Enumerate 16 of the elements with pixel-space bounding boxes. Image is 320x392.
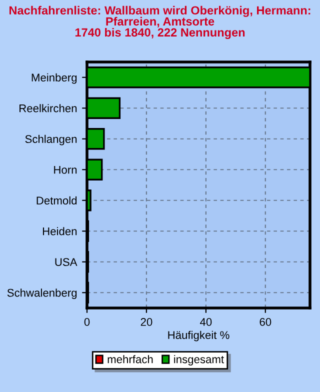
x-axis-title: Häufigkeit % (168, 330, 230, 342)
y-tick-label: Reelkirchen (20, 104, 77, 112)
y-tick-label: Schwalenberg (7, 288, 77, 299)
legend-label: mehrfach (108, 355, 153, 364)
y-tick-label: Detmold (36, 196, 77, 205)
legend-label: insgesamt (174, 355, 224, 366)
x-tick-label: 0 (84, 318, 90, 326)
y-tick-label: Meinberg (32, 73, 77, 84)
x-tick-label: 60 (260, 318, 272, 326)
x-tick-label: 20 (140, 318, 152, 326)
y-tick-label: Schlangen (25, 134, 77, 146)
y-tick-label: USA (55, 258, 78, 266)
y-tick-label: Heiden (42, 227, 77, 236)
y-tick-label: Horn (54, 166, 77, 174)
x-tick-label: 40 (200, 318, 212, 326)
chart-title: Nachfahrenliste: Wallbaum wird Oberkönig, Hermann: Pfarreien, Amtsorte 1740 bis 1840, 222 Nennungen (9, 6, 310, 39)
